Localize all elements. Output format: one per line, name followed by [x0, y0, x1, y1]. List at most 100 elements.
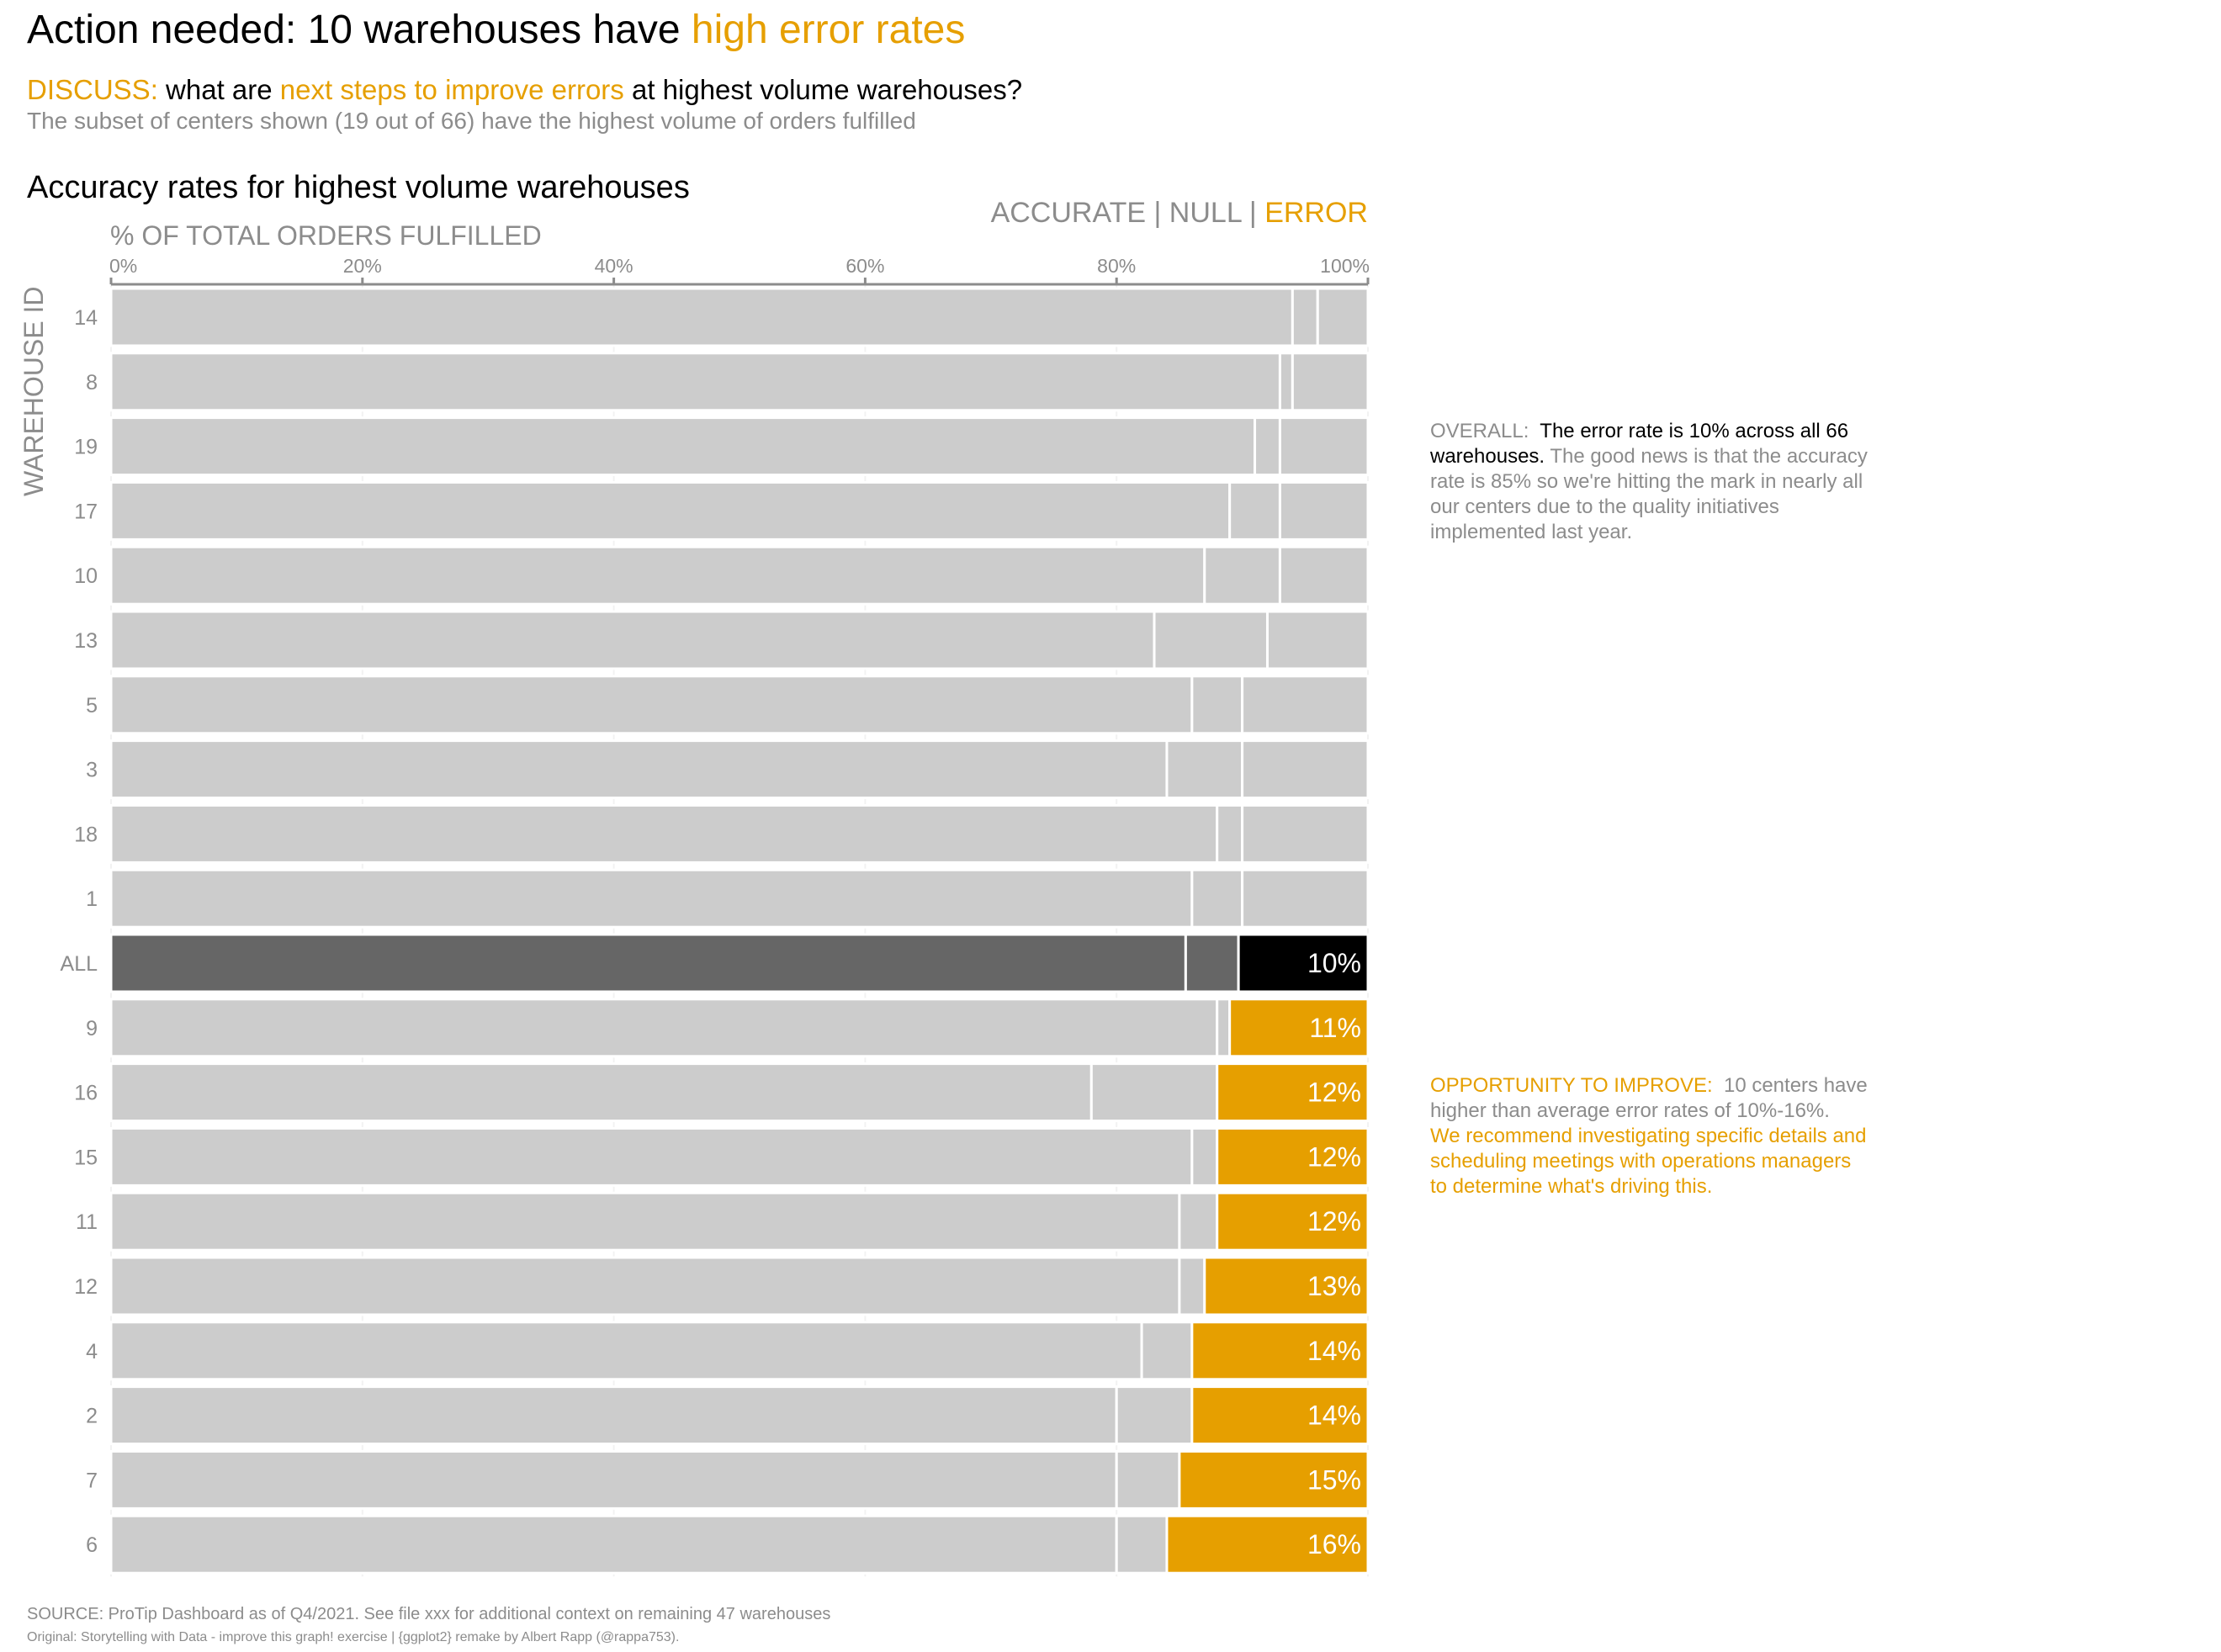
- bar-error: [1190, 1385, 1370, 1446]
- bar-null: [1228, 480, 1281, 541]
- data-label: 12%: [1307, 1206, 1361, 1236]
- bar-null: [1089, 1062, 1219, 1123]
- bar-null: [1291, 287, 1319, 347]
- bar-error: [1216, 1126, 1370, 1187]
- bar-null: [1165, 739, 1244, 800]
- bar-accurate: [109, 352, 1281, 412]
- bar-error: [1278, 416, 1370, 477]
- bar-accurate: [109, 868, 1194, 929]
- legend: ACCURATE | NULL | ERROR: [991, 197, 1368, 230]
- bar-accurate: [109, 1256, 1181, 1316]
- bar-accurate: [109, 287, 1294, 347]
- discuss-highlight: next steps to improve errors: [279, 74, 624, 105]
- bar-error: [1278, 480, 1370, 541]
- bar-error: [1228, 998, 1370, 1058]
- y-tick-label: 4: [86, 1340, 98, 1363]
- x-axis-label: % OF TOTAL ORDERS FULFILLED: [110, 220, 542, 251]
- bar-null: [1153, 610, 1269, 670]
- bar-error: [1316, 287, 1370, 347]
- note-overall: OVERALL: The error rate is 10% across al…: [1430, 419, 1868, 545]
- y-tick-label: 19: [74, 436, 98, 459]
- y-tick-label: 11: [76, 1210, 98, 1234]
- data-label: 16%: [1307, 1529, 1361, 1559]
- x-tick-label: 80%: [1097, 255, 1136, 277]
- legend-accurate: ACCURATE: [990, 197, 1147, 229]
- page-title: Action needed: 10 warehouses have high e…: [27, 7, 965, 53]
- bar-error: [1241, 868, 1370, 929]
- y-tick-label: 6: [86, 1533, 98, 1557]
- y-tick-label: ALL: [61, 952, 98, 976]
- bar-accurate: [109, 1449, 1118, 1510]
- y-tick-label: 13: [74, 629, 98, 653]
- y-tick-label: 10: [74, 564, 98, 588]
- bar-accurate: [109, 933, 1187, 993]
- x-tick-label: 60%: [845, 255, 884, 277]
- bar-null: [1203, 545, 1281, 606]
- bar-null: [1140, 1321, 1194, 1381]
- bar-null: [1184, 933, 1240, 993]
- y-tick-label: 7: [86, 1469, 98, 1492]
- bar-accurate: [109, 1321, 1143, 1381]
- note-overall-label: OVERALL:: [1430, 420, 1529, 442]
- bar-null: [1115, 1514, 1169, 1575]
- bar-accurate: [109, 480, 1232, 541]
- x-tick-label: 40%: [595, 255, 633, 277]
- note-overall-emphasis: The error rate is 10% across all 66 ware…: [1430, 420, 1849, 468]
- bar-error: [1216, 1191, 1370, 1252]
- y-tick-label: 9: [86, 1017, 98, 1040]
- x-tick-label: 20%: [343, 255, 382, 277]
- y-tick-label: 16: [74, 1082, 98, 1105]
- y-tick-label: 5: [86, 694, 98, 717]
- source-note: SOURCE: ProTip Dashboard as of Q4/2021. …: [27, 1605, 831, 1623]
- y-tick-label: 3: [86, 759, 98, 782]
- bar-null: [1278, 352, 1294, 412]
- bar-accurate: [109, 1514, 1118, 1575]
- y-tick-label: 2: [86, 1405, 98, 1428]
- discussion-prompt: DISCUSS: what are next steps to improve …: [27, 74, 1022, 106]
- note-opportunity-recommendation: We recommend investigating specific deta…: [1430, 1125, 1867, 1198]
- y-tick-label: 8: [86, 371, 98, 394]
- bar-accurate: [109, 1062, 1093, 1123]
- legend-error: ERROR: [1264, 197, 1368, 229]
- note-opportunity: OPPORTUNITY TO IMPROVE: 10 centers have …: [1430, 1073, 1868, 1199]
- bar-error: [1265, 610, 1370, 670]
- legend-separator: |: [1241, 197, 1265, 229]
- bar-error: [1178, 1449, 1370, 1510]
- bar-error: [1237, 933, 1370, 993]
- data-label: 13%: [1307, 1271, 1361, 1301]
- bar-accurate: [109, 610, 1156, 670]
- bar-error: [1190, 1321, 1370, 1381]
- data-label: 12%: [1307, 1141, 1361, 1172]
- data-label: 14%: [1307, 1400, 1361, 1431]
- data-label: 10%: [1307, 948, 1361, 978]
- y-tick-label: 17: [74, 500, 98, 523]
- credit-note: Original: Storytelling with Data - impro…: [27, 1630, 680, 1644]
- bar-error: [1165, 1514, 1370, 1575]
- x-tick-label: 100%: [1320, 255, 1370, 277]
- bar-error: [1241, 675, 1370, 735]
- bar-accurate: [109, 416, 1257, 477]
- legend-separator: |: [1146, 197, 1169, 229]
- title-prefix: Action needed: 10 warehouses have: [27, 8, 692, 52]
- chart-title: Accuracy rates for highest volume wareho…: [27, 170, 690, 205]
- bar-accurate: [109, 675, 1194, 735]
- bar-null: [1190, 1126, 1219, 1187]
- bar-error: [1291, 352, 1370, 412]
- bar-error: [1216, 1062, 1370, 1123]
- y-tick-label: 15: [74, 1146, 98, 1169]
- y-tick-label: 1: [86, 887, 98, 911]
- bar-accurate: [109, 1385, 1118, 1446]
- data-label: 15%: [1307, 1464, 1361, 1495]
- bar-null: [1216, 998, 1232, 1058]
- bar-null: [1216, 803, 1244, 864]
- bar-accurate: [109, 803, 1219, 864]
- note-opportunity-body: 10 centers have higher than average erro…: [1430, 1074, 1868, 1122]
- bar-null: [1115, 1385, 1194, 1446]
- y-tick-label: 12: [74, 1275, 98, 1299]
- discuss-text-1: what are: [157, 74, 280, 105]
- legend-null: NULL: [1169, 197, 1242, 229]
- data-label: 11%: [1309, 1013, 1361, 1043]
- data-label: 14%: [1307, 1336, 1361, 1366]
- subtitle: The subset of centers shown (19 out of 6…: [27, 108, 916, 134]
